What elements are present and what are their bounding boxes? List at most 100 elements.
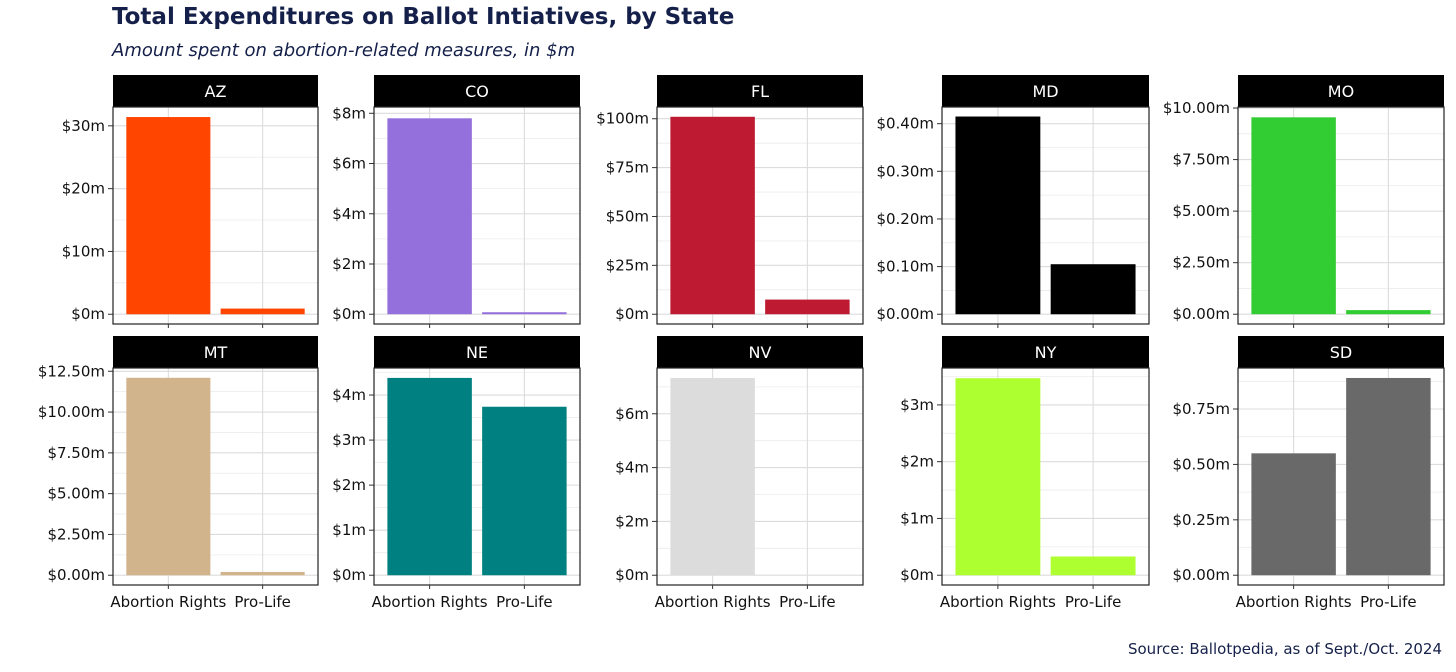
facet-strip-az — [113, 75, 318, 107]
y-tick-label: $10.00m — [1163, 99, 1230, 117]
y-tick-label: $4m — [332, 205, 366, 223]
y-tick-label: $6m — [615, 405, 649, 423]
x-tick-label: Abortion Rights — [110, 593, 226, 611]
y-tick-label: $75m — [606, 159, 649, 177]
x-tick-label: Pro-Life — [234, 593, 291, 611]
facet-strip-mo — [1238, 75, 1444, 107]
source-note: Source: Ballotpedia, as of Sept./Oct. 20… — [1127, 640, 1442, 658]
x-tick-label: Pro-Life — [496, 593, 553, 611]
facet-label-ny: NY — [1035, 343, 1057, 362]
bar-mo-abortion-rights — [1251, 117, 1336, 315]
bar-mt-pro-life — [220, 571, 305, 576]
facet-label-ne: NE — [466, 343, 488, 362]
y-tick-label: $0.40m — [876, 115, 934, 133]
y-tick-label: $30m — [62, 117, 105, 135]
y-tick-label: $0.50m — [1172, 455, 1230, 473]
x-tick-label: Pro-Life — [1360, 593, 1417, 611]
y-tick-label: $8m — [332, 104, 366, 122]
x-tick-label: Abortion Rights — [655, 593, 771, 611]
panel-border — [656, 367, 864, 586]
facet-label-az: AZ — [205, 82, 227, 101]
y-tick-label: $2.50m — [47, 525, 105, 543]
y-tick-label: $0m — [71, 305, 105, 323]
y-tick-label: $4m — [332, 386, 366, 404]
y-tick-label: $10m — [62, 242, 105, 260]
y-tick-label: $0.00m — [1172, 566, 1230, 584]
y-tick-label: $50m — [606, 207, 649, 225]
bar-fl-pro-life — [765, 299, 850, 315]
y-tick-label: $0.00m — [1172, 305, 1230, 323]
y-tick-label: $0m — [900, 566, 934, 584]
bar-az-abortion-rights — [126, 117, 211, 315]
facet-label-mo: MO — [1328, 82, 1354, 101]
x-tick-label: Pro-Life — [779, 593, 836, 611]
y-tick-label: $0.25m — [1172, 511, 1230, 529]
y-tick-label: $0.00m — [47, 566, 105, 584]
bar-co-abortion-rights — [387, 118, 472, 315]
facet-strip-fl — [657, 75, 863, 107]
bar-mt-abortion-rights — [126, 377, 211, 576]
panel-border — [112, 367, 319, 586]
y-tick-label: $2.50m — [1172, 254, 1230, 272]
y-tick-label: $0.10m — [876, 258, 934, 276]
bar-sd-pro-life — [1346, 377, 1431, 576]
bar-co-pro-life — [482, 312, 567, 315]
y-tick-label: $7.50m — [47, 444, 105, 462]
facet-strip-sd — [1238, 336, 1444, 368]
facet-strip-co — [374, 75, 580, 107]
y-tick-label: $100m — [596, 110, 649, 128]
bar-ne-abortion-rights — [387, 377, 472, 576]
y-tick-label: $0m — [615, 566, 649, 584]
y-tick-label: $3m — [900, 396, 934, 414]
y-tick-label: $2m — [900, 453, 934, 471]
y-tick-label: $5.00m — [1172, 202, 1230, 220]
facet-strip-ny — [942, 336, 1149, 368]
bar-sd-abortion-rights — [1251, 453, 1336, 576]
y-tick-label: $0m — [615, 305, 649, 323]
bar-mo-pro-life — [1346, 310, 1431, 315]
y-tick-label: $3m — [332, 431, 366, 449]
y-tick-label: $0.75m — [1172, 400, 1230, 418]
x-tick-label: Abortion Rights — [372, 593, 488, 611]
y-tick-label: $25m — [606, 256, 649, 274]
y-tick-label: $20m — [62, 180, 105, 198]
y-tick-label: $5.00m — [47, 485, 105, 503]
panel-border — [373, 106, 581, 325]
y-tick-label: $4m — [615, 459, 649, 477]
y-tick-label: $0.30m — [876, 162, 934, 180]
y-tick-label: $2m — [332, 255, 366, 273]
facet-strip-nv — [657, 336, 863, 368]
panel-border — [941, 367, 1150, 586]
chart-subtitle: Amount spent on abortion-related measure… — [112, 40, 576, 61]
x-tick-label: Abortion Rights — [1236, 593, 1352, 611]
panel-border — [1237, 106, 1445, 325]
bar-ny-pro-life — [1050, 556, 1136, 576]
bar-ne-pro-life — [482, 406, 567, 576]
x-tick-label: Pro-Life — [1065, 593, 1122, 611]
panel-border — [112, 106, 319, 325]
panel-border — [656, 106, 864, 325]
bar-ny-abortion-rights — [955, 378, 1041, 576]
y-tick-label: $2m — [332, 476, 366, 494]
y-tick-label: $1m — [900, 509, 934, 527]
y-tick-label: $6m — [332, 155, 366, 173]
y-tick-label: $1m — [332, 521, 366, 539]
panel-border — [941, 106, 1150, 325]
facet-strip-ne — [374, 336, 580, 368]
bar-fl-abortion-rights — [670, 116, 755, 315]
y-tick-label: $7.50m — [1172, 151, 1230, 169]
chart-title: Total Expenditures on Ballot Intiatives,… — [112, 4, 735, 30]
facet-strip-md — [942, 75, 1149, 107]
facet-label-nv: NV — [749, 343, 772, 362]
bar-nv-abortion-rights — [670, 377, 755, 576]
facet-label-md: MD — [1032, 82, 1058, 101]
y-tick-label: $2m — [615, 512, 649, 530]
y-tick-label: $12.50m — [38, 362, 105, 380]
facet-label-co: CO — [465, 82, 489, 101]
panel-border — [373, 367, 581, 586]
facet-label-fl: FL — [751, 82, 769, 101]
bar-md-pro-life — [1050, 264, 1136, 315]
y-tick-label: $10.00m — [38, 403, 105, 421]
y-tick-label: $0m — [332, 305, 366, 323]
